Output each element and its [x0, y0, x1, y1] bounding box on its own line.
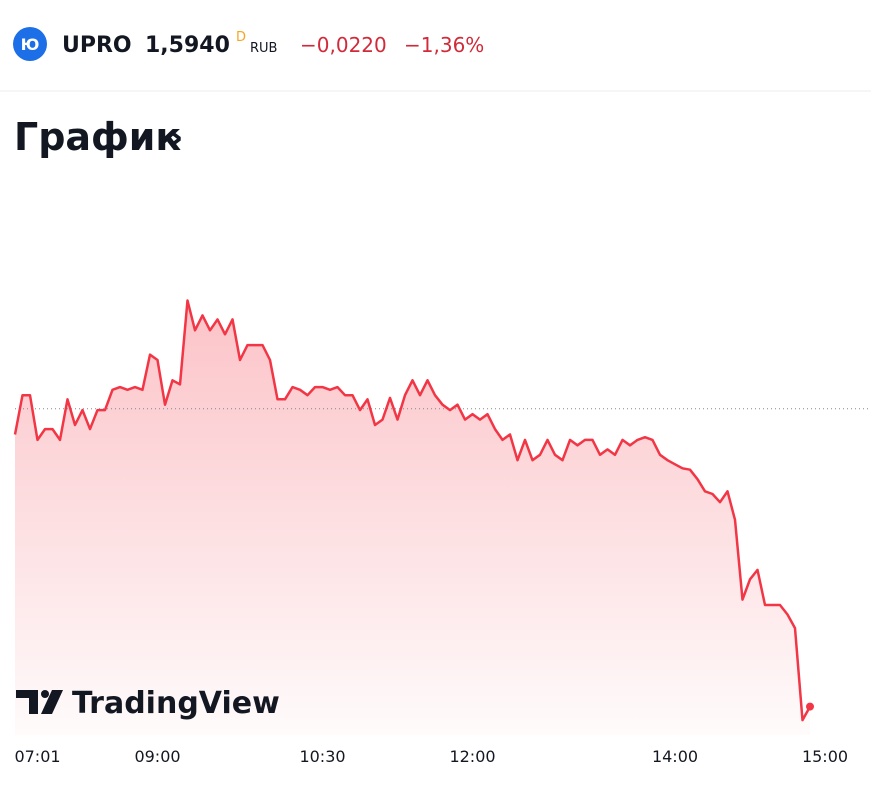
change-percent: −1,36% [404, 33, 484, 57]
tradingview-logo: TradingView [16, 686, 280, 721]
x-tick-label: 07:01 [14, 747, 60, 766]
price: 1,5940 [145, 33, 230, 58]
ticker[interactable]: UPRO [62, 33, 132, 58]
logo-shape [16, 690, 38, 714]
area [15, 300, 810, 735]
logo-text: Ю [21, 35, 40, 54]
currency: RUB [250, 41, 277, 56]
x-tick-label: 14:00 [652, 747, 698, 766]
price-flag: D [236, 30, 246, 45]
brand: TradingView [72, 686, 280, 721]
last-point [806, 702, 814, 711]
logo-circle [13, 27, 47, 61]
chart: 07:01 09:00 10:30 12:00 14:00 15:00 [13, 299, 870, 766]
line [13, 299, 812, 722]
section-arrow[interactable]: › [168, 115, 184, 159]
x-tick-label: 15:00 [802, 747, 848, 766]
x-tick-label: 12:00 [449, 747, 495, 766]
x-tick-label: 10:30 [299, 747, 345, 766]
section-title[interactable]: График [14, 115, 181, 159]
logo-shape [41, 690, 63, 714]
change: −0,0220 [300, 33, 387, 57]
logo-shape [41, 690, 49, 698]
x-tick-label: 09:00 [134, 747, 180, 766]
